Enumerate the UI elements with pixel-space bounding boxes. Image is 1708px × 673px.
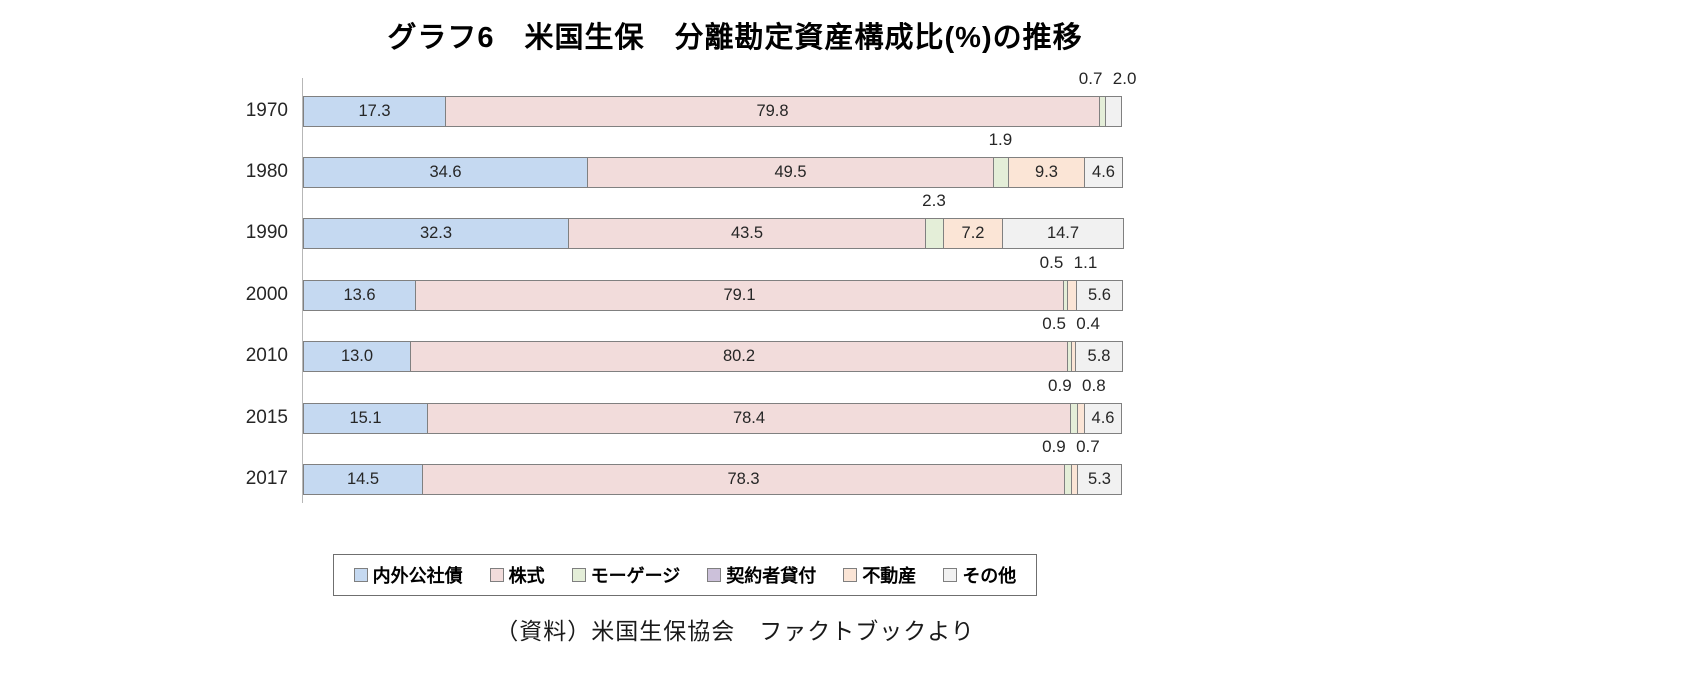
segment-value: 17.3: [358, 102, 391, 120]
source-note: （資料）米国生保協会 ファクトブックより: [495, 619, 975, 644]
legend-label-real-estate: 不動産: [862, 566, 917, 586]
segment-value: 32.3: [419, 224, 453, 242]
segment-equities: 43.5: [568, 218, 926, 249]
legend-item-equities: 株式: [489, 562, 545, 588]
category-label-1970: 1970: [245, 100, 288, 121]
category-label-2010: 2010: [245, 345, 288, 366]
bar-row-2010: 13.0 80.2 5.8 0.5 0.4: [303, 314, 1133, 372]
legend-item-policy-loans: 契約者貸付: [707, 562, 816, 588]
segment-value: 5.6: [1088, 286, 1111, 304]
legend-swatch-bonds: [353, 568, 368, 582]
legend: 内外公社債 株式 モーゲージ 契約者貸付 不動産 その他: [332, 554, 1038, 596]
segment-value: 78.4: [732, 409, 766, 427]
category-label-1990: 1990: [245, 222, 288, 243]
segment-equities: 80.2: [410, 341, 1068, 372]
legend-swatch-policy-loans: [707, 568, 722, 582]
segment-value: 43.5: [730, 224, 764, 242]
bar-row-2017: 14.5 78.3 5.3 0.9 0.7: [303, 437, 1133, 495]
segment-value-label-mortgage: 0.9: [1042, 437, 1066, 456]
segment-equities: 79.8: [445, 96, 1100, 127]
legend-item-bonds: 内外公社債: [353, 562, 463, 588]
category-label-2015: 2015: [245, 407, 288, 428]
segment-value-label-mortgage: 2.3: [922, 191, 946, 210]
segment-value: 9.3: [1035, 163, 1058, 181]
segment-bonds: 17.3: [303, 96, 446, 127]
bar-row-2000: 13.6 79.1 5.6 0.5 1.1: [303, 253, 1133, 311]
bar-row-1990: 32.3 43.5 7.2 14.7 2.3: [303, 191, 1133, 249]
segment-value: 4.6: [1092, 163, 1115, 181]
segment-value: 80.2: [722, 347, 756, 365]
segment-other: [1105, 96, 1122, 127]
segment-equities: 49.5: [587, 157, 994, 188]
bar-row-2015: 15.1 78.4 4.6 0.9 0.8: [303, 376, 1133, 434]
y-axis-line: [302, 78, 303, 503]
segment-value: 49.5: [774, 163, 807, 181]
segment-value: 13.6: [343, 286, 376, 304]
segment-value: 7.2: [961, 224, 985, 242]
source-area: （資料）米国生保協会 ファクトブックより: [0, 612, 1470, 646]
segment-value-label-mortgage: 0.9: [1048, 376, 1072, 395]
segment-equities: 78.4: [427, 403, 1071, 434]
segment-value-label-mortgage: 0.5: [1039, 253, 1064, 272]
legend-label-other: その他: [962, 566, 1017, 586]
legend-label-policy-loans: 契約者貸付: [726, 566, 817, 586]
segment-value-label-other: 2.0: [1112, 69, 1137, 88]
legend-label-equities: 株式: [508, 566, 545, 586]
segment-value: 15.1: [349, 409, 382, 427]
segment-other: 4.6: [1084, 157, 1123, 188]
segment-other: 5.3: [1077, 464, 1122, 495]
legend-swatch-mortgage: [571, 568, 586, 582]
segment-other: 4.6: [1084, 403, 1122, 434]
legend-swatch-other: [943, 568, 958, 582]
segment-other: 5.8: [1075, 341, 1123, 372]
segment-value: 34.6: [429, 163, 462, 181]
segment-value: 14.5: [346, 470, 380, 488]
segment-value: 5.8: [1087, 347, 1111, 365]
segment-value-label-real-estate: 1.1: [1073, 253, 1098, 272]
segment-bonds: 14.5: [303, 464, 423, 495]
legend-area: 内外公社債 株式 モーゲージ 契約者貸付 不動産 その他: [250, 554, 1120, 596]
segment-bonds: 15.1: [303, 403, 428, 434]
segment-real-estate: 7.2: [943, 218, 1003, 249]
legend-item-real-estate: 不動産: [843, 562, 916, 588]
legend-item-mortgage: モーゲージ: [571, 562, 681, 588]
segment-value: 13.0: [340, 347, 374, 365]
category-label-1980: 1980: [245, 161, 288, 182]
segment-bonds: 32.3: [303, 218, 569, 249]
segment-value: 5.3: [1088, 470, 1111, 488]
segment-bonds: 34.6: [303, 157, 588, 188]
segment-equities: 78.3: [422, 464, 1065, 495]
bar-row-1980: 34.6 49.5 9.3 4.6 1.9: [303, 130, 1133, 188]
segment-equities: 79.1: [415, 280, 1064, 311]
segment-value: 14.7: [1046, 224, 1080, 242]
segment-value: 79.8: [756, 102, 789, 120]
segment-bonds: 13.0: [303, 341, 411, 372]
category-label-2000: 2000: [245, 284, 288, 305]
segment-value-label-mortgage: 0.7: [1078, 69, 1103, 88]
segment-other: 14.7: [1002, 218, 1124, 249]
chart-title: グラフ6 米国生保 分離勘定資産構成比(%)の推移: [387, 22, 1083, 54]
segment-bonds: 13.6: [303, 280, 416, 311]
legend-swatch-equities: [489, 568, 504, 582]
segment-value-label-real-estate: 0.7: [1076, 437, 1100, 456]
legend-label-bonds: 内外公社債: [372, 566, 463, 586]
title-area: グラフ6 米国生保 分離勘定資産構成比(%)の推移: [0, 14, 1470, 56]
legend-swatch-real-estate: [843, 568, 858, 582]
segment-other: 5.6: [1076, 280, 1123, 311]
segment-value: 78.3: [727, 470, 760, 488]
bar-row-1970: 17.3 79.8 0.7 2.0: [303, 69, 1136, 127]
legend-item-other: その他: [943, 562, 1016, 588]
category-label-2017: 2017: [245, 468, 288, 489]
segment-value-label-mortgage: 0.5: [1042, 314, 1066, 333]
segment-value-label-mortgage: 1.9: [988, 130, 1013, 149]
segment-real-estate: 9.3: [1008, 157, 1085, 188]
segment-mortgage: [993, 157, 1009, 188]
segment-value-label-real-estate: 0.8: [1082, 376, 1106, 395]
segment-value: 4.6: [1091, 409, 1115, 427]
segment-value-label-real-estate: 0.4: [1076, 314, 1100, 333]
segment-value: 79.1: [723, 286, 756, 304]
legend-label-mortgage: モーゲージ: [590, 566, 681, 586]
segment-mortgage: [925, 218, 944, 249]
